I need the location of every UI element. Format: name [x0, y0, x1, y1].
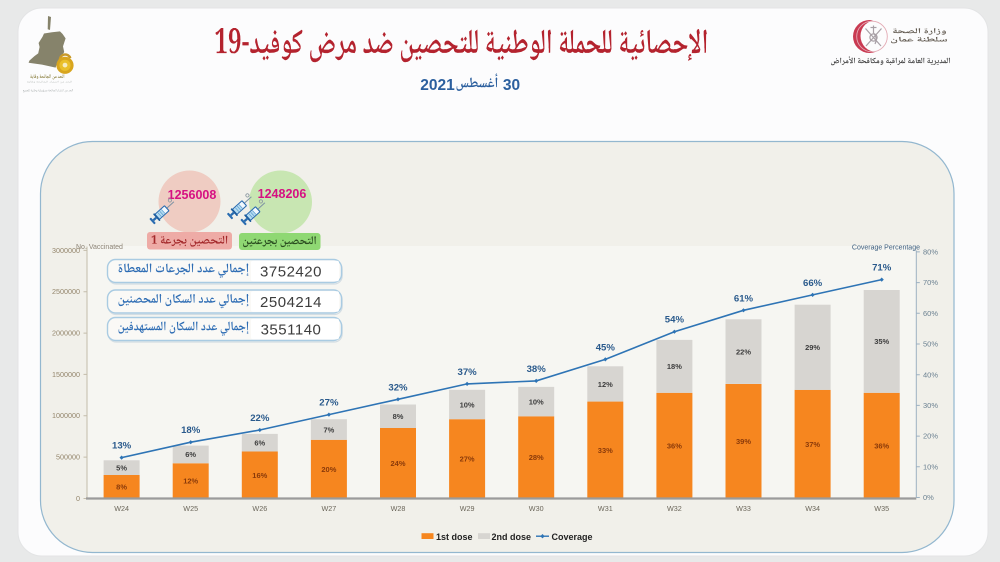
svg-text:36%: 36% — [874, 441, 889, 450]
svg-text:61%: 61% — [734, 293, 754, 304]
svg-text:27%: 27% — [460, 455, 475, 464]
svg-text:3000000: 3000000 — [52, 246, 80, 255]
svg-text:2000000: 2000000 — [52, 329, 80, 338]
svg-text:22%: 22% — [250, 413, 270, 424]
svg-text:500000: 500000 — [56, 453, 80, 462]
svg-text:Coverage: Coverage — [552, 532, 593, 542]
svg-text:W33: W33 — [736, 504, 751, 513]
svg-text:39%: 39% — [736, 437, 751, 446]
svg-text:W32: W32 — [667, 504, 682, 513]
svg-text:30: 30 — [503, 77, 520, 94]
svg-text:33%: 33% — [598, 446, 613, 455]
svg-text:6%: 6% — [185, 450, 196, 459]
svg-text:29%: 29% — [805, 343, 820, 352]
svg-text:W31: W31 — [598, 504, 613, 513]
svg-text:W35: W35 — [874, 504, 889, 513]
svg-text:54%: 54% — [665, 315, 685, 326]
svg-text:50%: 50% — [923, 340, 938, 349]
svg-text:W27: W27 — [322, 504, 337, 513]
svg-text:3752420: 3752420 — [260, 264, 322, 281]
svg-text:60%: 60% — [923, 309, 938, 318]
svg-text:3551140: 3551140 — [261, 322, 322, 339]
svg-text:22%: 22% — [736, 348, 751, 357]
svg-text:12%: 12% — [183, 477, 198, 486]
svg-text:7%: 7% — [323, 425, 334, 434]
svg-text:66%: 66% — [803, 278, 823, 289]
svg-text:30%: 30% — [923, 401, 938, 410]
svg-text:Coverage Percentage: Coverage Percentage — [852, 245, 920, 252]
svg-text:10%: 10% — [460, 400, 475, 409]
svg-text:13%: 13% — [112, 441, 132, 452]
svg-text:35%: 35% — [874, 337, 889, 346]
svg-text:W24: W24 — [114, 504, 129, 513]
svg-text:6%: 6% — [254, 439, 265, 448]
svg-text:1256008: 1256008 — [168, 188, 217, 202]
svg-text:2504214: 2504214 — [260, 294, 322, 311]
svg-text:27%: 27% — [319, 398, 339, 409]
svg-text:18%: 18% — [181, 425, 201, 436]
svg-text:16%: 16% — [252, 471, 267, 480]
svg-text:28%: 28% — [529, 453, 544, 462]
svg-text:18%: 18% — [667, 362, 682, 371]
svg-text:0%: 0% — [923, 493, 934, 502]
svg-text:W30: W30 — [529, 504, 544, 513]
svg-text:No. Vaccinated: No. Vaccinated — [76, 244, 123, 251]
svg-text:37%: 37% — [805, 440, 820, 449]
svg-text:W25: W25 — [183, 504, 198, 513]
svg-text:0: 0 — [76, 494, 80, 503]
svg-text:5%: 5% — [116, 464, 127, 473]
svg-text:20%: 20% — [321, 465, 336, 474]
svg-text:80%: 80% — [923, 248, 938, 257]
svg-text:1248206: 1248206 — [258, 187, 307, 201]
svg-text:2nd dose: 2nd dose — [492, 532, 532, 542]
svg-text:W29: W29 — [460, 504, 475, 513]
svg-text:1500000: 1500000 — [52, 370, 80, 379]
svg-text:45%: 45% — [596, 342, 616, 353]
svg-text:1000000: 1000000 — [52, 411, 80, 420]
svg-text:40%: 40% — [923, 370, 938, 379]
svg-text:12%: 12% — [598, 380, 613, 389]
svg-text:10%: 10% — [923, 462, 938, 471]
svg-text:37%: 37% — [457, 367, 477, 378]
svg-text:36%: 36% — [667, 441, 682, 450]
svg-text:24%: 24% — [390, 459, 405, 468]
svg-text:71%: 71% — [872, 263, 892, 274]
svg-text:8%: 8% — [393, 412, 404, 421]
svg-text:W26: W26 — [252, 504, 267, 513]
svg-text:10%: 10% — [529, 397, 544, 406]
svg-text:20%: 20% — [923, 432, 938, 441]
svg-text:32%: 32% — [388, 382, 408, 393]
svg-text:70%: 70% — [923, 278, 938, 287]
svg-text:38%: 38% — [527, 364, 547, 375]
svg-text:2500000: 2500000 — [52, 287, 80, 296]
svg-text:2021: 2021 — [420, 77, 455, 94]
svg-text:W34: W34 — [805, 504, 820, 513]
svg-text:W28: W28 — [391, 504, 406, 513]
svg-text:1st dose: 1st dose — [436, 532, 473, 542]
svg-text:8%: 8% — [116, 483, 127, 492]
